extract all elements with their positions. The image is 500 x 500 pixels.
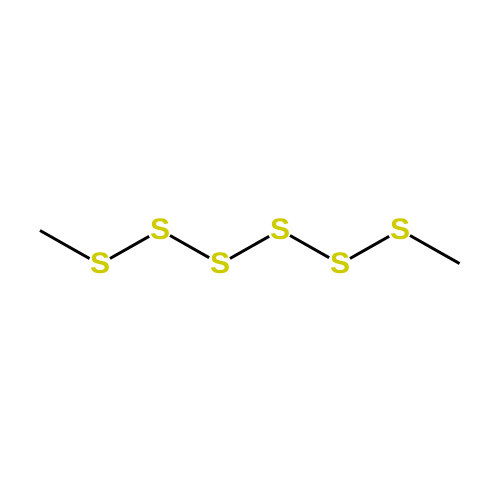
bond-S2-S3 bbox=[170, 235, 211, 260]
atom-S1: S bbox=[90, 249, 110, 279]
atom-S6: S bbox=[390, 215, 410, 245]
bond-S5-S6 bbox=[350, 235, 391, 260]
bond-S3-S4 bbox=[230, 235, 271, 260]
bond-S4-S5 bbox=[290, 235, 331, 260]
bond-C1-S1 bbox=[39, 229, 90, 260]
bond-S1-S2 bbox=[110, 235, 151, 260]
bond-S6-C2 bbox=[410, 235, 461, 266]
atom-S3: S bbox=[210, 249, 230, 279]
atom-S4: S bbox=[270, 215, 290, 245]
atom-S5: S bbox=[330, 249, 350, 279]
atom-S2: S bbox=[150, 215, 170, 245]
molecule-canvas: S S S S S S bbox=[0, 0, 500, 500]
